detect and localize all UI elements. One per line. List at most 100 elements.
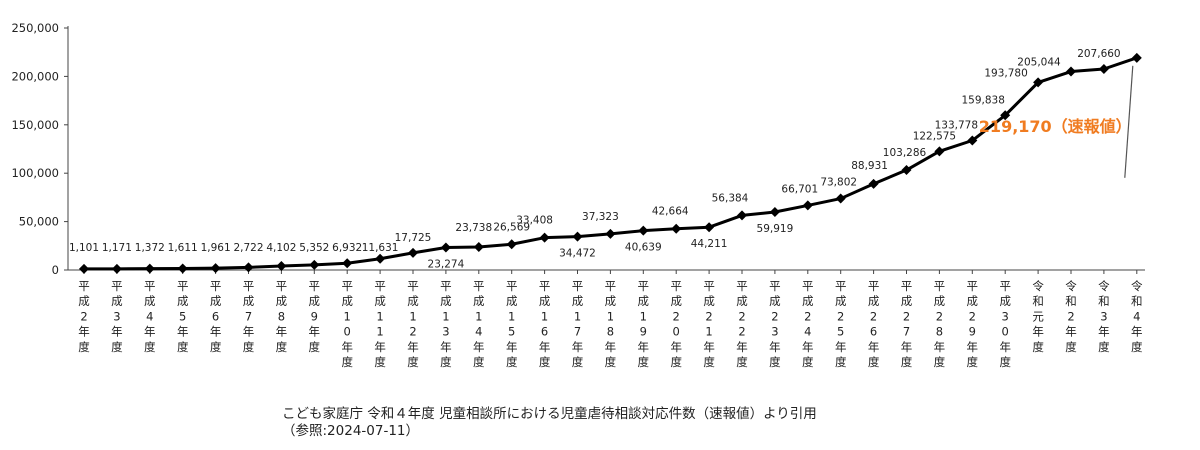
x-tick-label: 平成 9 年度 [309,279,321,354]
data-label: 26,569 [493,221,530,233]
y-tick-label: 50,000 [19,215,59,229]
x-tick-label: 令和 4 年度 [1131,279,1143,354]
x-tick-label: 平成 2 5 年度 [835,279,847,369]
data-point-marker [309,259,320,270]
y-tick-label: 250,000 [11,21,59,35]
data-label: 23,738 [455,222,492,234]
data-point-marker [440,242,451,253]
x-tick-label: 平成 1 4 年度 [473,279,485,369]
data-point-marker [1066,66,1076,77]
data-label: 66,701 [781,183,818,195]
highlight-value-label: 219,170（速報値） [979,117,1132,136]
data-point-marker [802,200,813,211]
x-tick-label: 平成 3 年度 [111,279,123,354]
x-tick-label: 平成 1 3 年度 [440,279,452,369]
x-axis: 平成 2 年度 平成 3 年度 平成 4 年度 平成 5 年度 平成 6 年度 平成 7 年度 平成 8 年度 平成 9 年度… [68,269,1145,369]
x-tick-label: 平成 2 1 年度 [703,279,715,369]
y-tick-label: 200,000 [11,69,59,83]
x-tick-label: 平成 8 年度 [276,279,288,354]
x-tick-label: 平成 5 年度 [177,279,189,354]
x-tick-label: 平成 2 0 年度 [670,279,682,369]
y-tick-label: 100,000 [11,166,59,180]
data-point-marker [835,193,846,204]
x-tick-label: 平成 1 9 年度 [638,279,650,369]
x-tick-label: 平成 1 0 年度 [341,279,353,369]
x-tick-label: 平成 4 年度 [144,279,156,354]
y-tick-label: 0 [52,263,59,277]
data-label: 23,274 [428,258,465,270]
y-axis: 0 50,000 100,000 150,000 200,000 250,000 [11,21,69,277]
data-label: 42,664 [652,206,689,218]
data-label: 193,780 [984,67,1027,79]
data-point-marker [605,228,616,239]
x-tick-label: 平成 1 7 年度 [572,279,584,369]
data-point-marker [967,135,978,146]
data-labels: 1,101 1,171 1,372 1,611 1,961 2,722 4,102 5,352… [69,48,1121,270]
y-tick-label: 150,000 [11,118,59,132]
x-tick-label: 平成 2 7 年度 [901,279,913,369]
caption-line-1: こども家庭庁 令和４年度 児童相談所における児童虐待相談対応件数（速報値）より引… [282,406,817,422]
data-point-marker [506,239,517,250]
data-label: 133,778 [935,120,978,132]
x-tick-label: 平成 2 6 年度 [868,279,880,369]
data-label: 122,575 [913,130,956,142]
data-point-marker [375,253,386,264]
x-tick-label: 平成 2 3 年度 [769,279,781,369]
x-tick-label: 平成 7 年度 [243,279,255,354]
data-label: 33,408 [516,215,553,227]
data-point-marker [868,178,879,189]
data-label: 205,044 [1017,57,1061,69]
data-point-marker [704,222,715,233]
data-label: 1,611 [168,242,198,254]
data-label: 103,286 [883,147,927,159]
data-label: 1,372 [135,242,165,254]
caption-line-2: （参照:2024-07-11） [282,423,420,439]
x-tick-label: 平成 1 5 年度 [506,279,518,369]
x-tick-label: 令和元年度 [1032,279,1044,354]
data-label: 88,931 [851,160,888,172]
data-point-marker [1098,63,1109,74]
source-caption: こども家庭庁 令和４年度 児童相談所における児童虐待相談対応件数（速報値）より引… [282,406,817,440]
data-label: 207,660 [1077,48,1120,60]
data-label: 2,722 [233,242,263,254]
data-label: 73,802 [820,177,857,189]
data-label: 44,211 [691,238,728,250]
data-point-marker [769,206,780,217]
data-label: 1,961 [201,242,231,254]
data-point-marker [737,210,747,221]
series-line [79,52,1142,274]
x-tick-label: 令和 2 年度 [1065,279,1077,354]
data-point-marker [276,261,287,272]
data-label: 4,102 [266,242,296,254]
data-point-marker [934,146,945,157]
x-tick-label: 平成 2 4 年度 [802,279,814,369]
data-point-marker [572,231,583,242]
data-label: 159,838 [961,94,1004,106]
data-point-marker [638,225,649,236]
data-point-marker [342,258,353,269]
highlight-leader-line [1124,65,1134,178]
line-chart: 0 50,000 100,000 150,000 200,000 250,000 平成 2 年… [11,21,1145,369]
data-point-marker [210,263,221,274]
x-tick-label: 平成 2 9 年度 [967,279,979,369]
x-tick-label: 平成 2 2 年度 [736,279,748,369]
data-point-marker [671,223,682,234]
data-label: 17,725 [395,232,432,244]
x-tick-label: 平成 1 6 年度 [539,279,551,369]
data-point-marker [473,242,484,253]
data-label: 11,631 [362,242,399,254]
x-tick-label: 令和 3 年度 [1098,279,1110,354]
data-label: 56,384 [712,192,749,204]
data-point-marker [243,262,254,273]
x-tick-label: 平成 6 年度 [210,279,222,354]
data-label: 40,639 [625,242,662,254]
data-label: 34,472 [559,248,596,260]
x-tick-label: 平成 2 8 年度 [934,279,946,369]
data-label: 1,171 [102,242,132,254]
data-point-marker [901,165,912,176]
data-point-marker [111,263,122,274]
data-point-marker [144,263,155,274]
data-point-marker [1131,52,1142,63]
data-point-marker [408,247,418,258]
data-point-marker [1033,77,1044,88]
